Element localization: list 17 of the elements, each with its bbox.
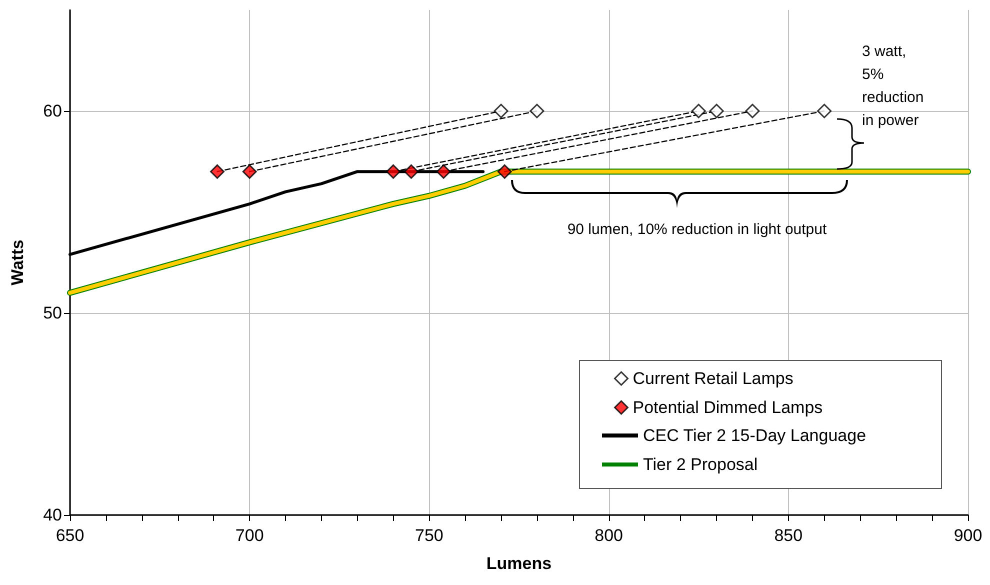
y-tick-label: 60 [43, 102, 62, 120]
x-axis-title: Lumens [486, 554, 552, 573]
y-axis-title: Watts [8, 240, 27, 286]
x-tick-label: 850 [774, 526, 803, 545]
x-tick-label: 900 [954, 526, 982, 545]
x-tick-label: 800 [594, 526, 623, 545]
legend-label: Tier 2 Proposal [643, 455, 758, 474]
legend-label: CEC Tier 2 15-Day Language [643, 426, 866, 445]
x-tick-label: 750 [415, 526, 444, 545]
legend-label: Current Retail Lamps [632, 369, 794, 388]
x-tick-label: 700 [235, 526, 264, 545]
legend-label: Potential Dimmed Lamps [632, 398, 823, 417]
annotation: 3 watt, 5% reduction in power [862, 43, 928, 129]
y-tick-label: 50 [43, 304, 62, 322]
annotation: 90 lumen, 10% reduction in light output [567, 221, 828, 238]
x-tick-label: 650 [56, 526, 84, 545]
y-tick-label: 40 [43, 506, 62, 524]
